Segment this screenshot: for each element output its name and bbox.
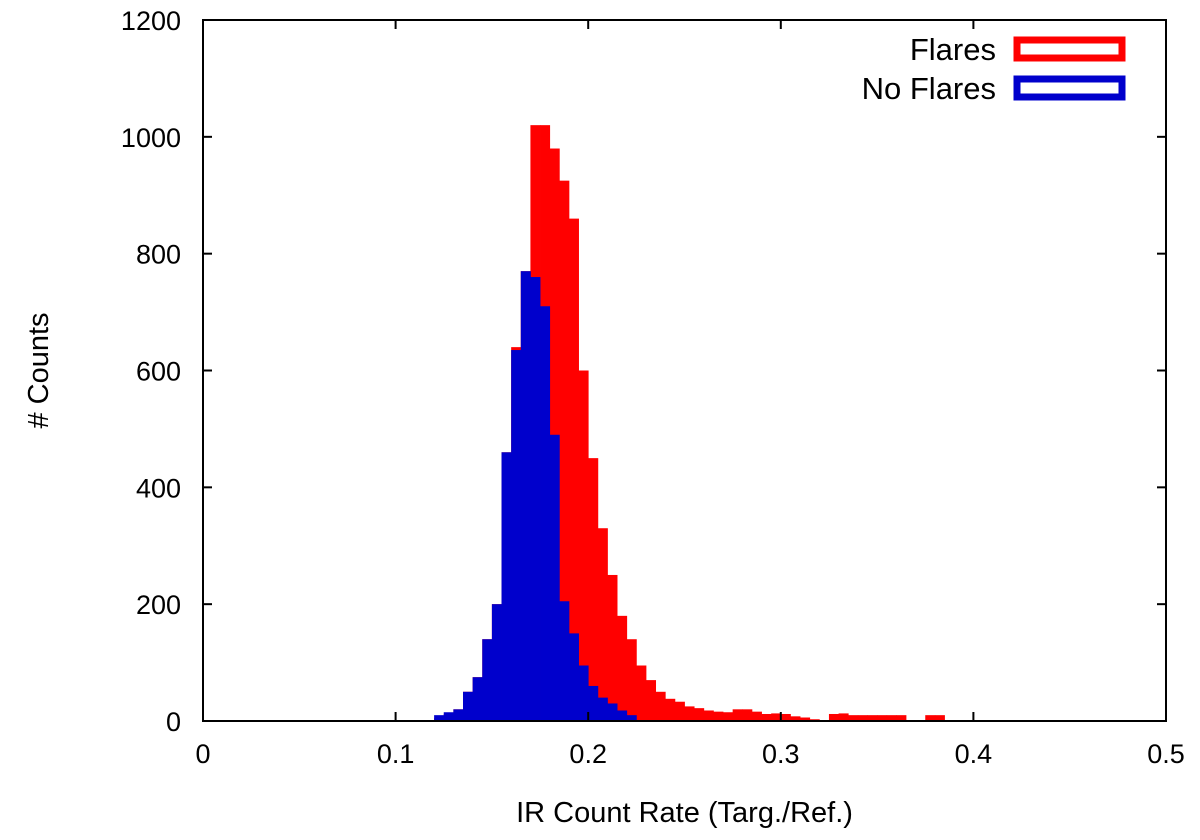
no-flares-bar (568, 633, 579, 722)
flares-bar (665, 698, 676, 721)
legend-swatch-no-flares (1013, 75, 1126, 101)
legend-label-no-flares: No Flares (862, 71, 996, 106)
flares-bar (896, 715, 907, 721)
x-tick-labels: 0 0.1 0.2 0.3 0.4 0.5 (195, 739, 1184, 769)
legend-swatch-flares (1013, 36, 1126, 62)
flares-bar (877, 715, 888, 721)
plot-frame (202, 19, 1167, 722)
no-flares-bar (588, 685, 599, 721)
flares-bar (800, 717, 811, 721)
flares-bar (761, 713, 772, 721)
y-tick-label: 1200 (121, 6, 181, 36)
no-flares-bar (530, 277, 541, 721)
flares-bar (732, 709, 743, 721)
no-flares-bar (453, 709, 464, 721)
x-tick-label: 0.1 (377, 739, 415, 769)
flares-bar (934, 715, 945, 721)
flares-bar (742, 709, 753, 721)
x-axis-label: IR Count Rate (Targ./Ref.) (516, 797, 853, 829)
flares-bar (617, 615, 628, 721)
legend: Flares No Flares (862, 32, 1126, 106)
flares-bar (867, 715, 878, 721)
flares-bar (771, 713, 782, 721)
no-flares-bar (443, 712, 454, 721)
flares-bar (886, 715, 897, 721)
flares-bar (694, 708, 705, 721)
y-tick-label: 1000 (121, 123, 181, 153)
legend-label-flares: Flares (910, 32, 996, 67)
no-flares-bar (559, 601, 570, 721)
no-flares-bar (463, 691, 474, 721)
no-flares-bar (491, 604, 502, 721)
flares-bar (848, 715, 859, 721)
no-flares-bar (511, 350, 522, 721)
flares-bar (780, 713, 791, 721)
no-flares-bar (472, 677, 483, 721)
no-flares-bar (501, 452, 512, 721)
x-tick-label: 0.4 (955, 739, 993, 769)
flares-bar (674, 701, 685, 721)
flares-bar (655, 691, 666, 721)
x-tick-label: 0.5 (1147, 739, 1185, 769)
flares-bar (626, 639, 637, 721)
y-axis-label: # Counts (23, 312, 55, 428)
flares-bar (568, 218, 579, 721)
no-flares-bar (617, 710, 628, 721)
y-tick-labels: 0 200 400 600 800 1000 1200 (121, 6, 181, 737)
flares-bar (751, 711, 762, 721)
flares-bar (713, 711, 724, 721)
flares-bar (790, 716, 801, 721)
no-flares-bar (434, 715, 445, 721)
no-flares-series (434, 271, 637, 722)
flares-bar (838, 713, 849, 721)
no-flares-bar (607, 703, 618, 721)
flares-bar (857, 715, 868, 721)
no-flares-bar (626, 715, 637, 721)
no-flares-bar (549, 434, 560, 721)
flares-bar (559, 180, 570, 721)
y-tick-label: 800 (136, 240, 181, 270)
y-tick-label: 0 (166, 707, 181, 737)
flares-bar (588, 458, 599, 722)
x-tick-label: 0 (195, 739, 210, 769)
flares-bar (645, 680, 657, 721)
flares-bar (578, 370, 589, 721)
flares-bar (828, 713, 839, 721)
flares-bar (925, 715, 936, 721)
no-flares-bar (520, 271, 531, 721)
flares-bar (684, 706, 695, 721)
no-flares-bar (482, 639, 493, 721)
y-tick-label: 400 (136, 473, 181, 503)
y-tick-label: 200 (136, 590, 181, 620)
x-tick-label: 0.2 (569, 739, 607, 769)
flares-bar (597, 528, 608, 721)
no-flares-bar (578, 665, 589, 721)
flares-bar (703, 710, 714, 721)
y-tick-label: 600 (136, 357, 181, 387)
flares-bar (636, 665, 647, 721)
x-tick-label: 0.3 (762, 739, 800, 769)
no-flares-bar (597, 697, 608, 721)
flares-bar (723, 712, 734, 721)
flares-bar (607, 574, 618, 721)
no-flares-bar (540, 306, 551, 721)
